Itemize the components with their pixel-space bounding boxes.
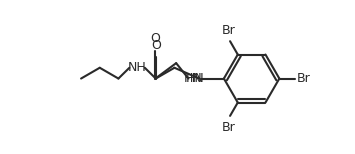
Text: Br: Br bbox=[222, 24, 235, 37]
Text: O: O bbox=[151, 32, 160, 45]
Text: HN: HN bbox=[184, 72, 202, 85]
Text: O: O bbox=[151, 39, 161, 52]
Text: HN: HN bbox=[185, 72, 204, 85]
Text: Br: Br bbox=[222, 120, 235, 134]
Text: Br: Br bbox=[296, 72, 310, 85]
Text: NH: NH bbox=[128, 61, 147, 74]
